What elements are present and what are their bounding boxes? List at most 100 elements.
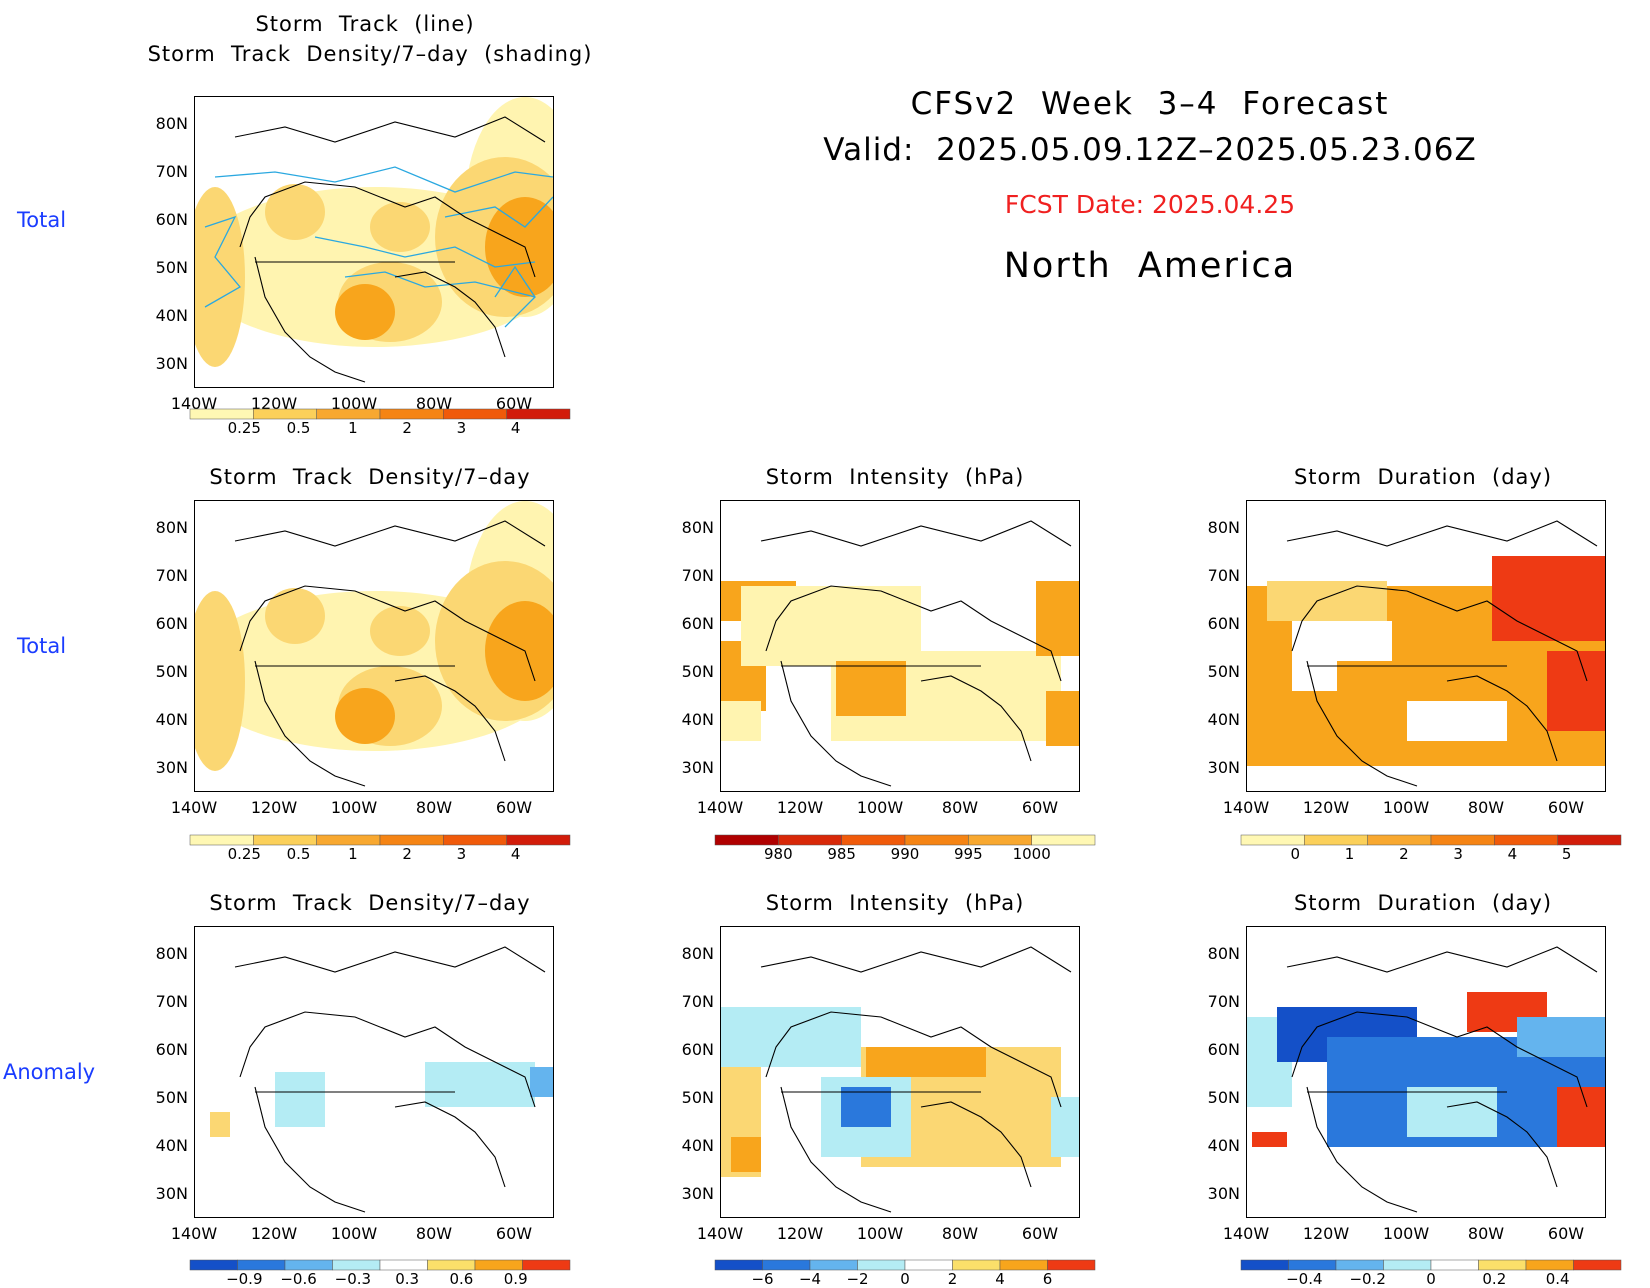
latitude-tick: 50N: [155, 662, 188, 681]
colorbar-segment: [762, 1259, 811, 1271]
longitude-tick: 120W: [250, 798, 298, 817]
latitude-tick: 30N: [1207, 758, 1240, 777]
storm-track-line: [214, 166, 553, 193]
latitude-tick: 30N: [155, 354, 188, 373]
longitude-tick: 60W: [1021, 1224, 1059, 1243]
colorbar-segment: [427, 1259, 476, 1271]
colorbar-label: 1: [1344, 845, 1355, 863]
colorbar-segment: [1430, 834, 1495, 846]
colorbar-label: 2: [947, 1270, 958, 1288]
latitude-tick: 50N: [155, 258, 188, 277]
intensity-plains: [836, 661, 906, 716]
coastline: [1446, 1101, 1558, 1188]
longitude-tick: 100W: [1382, 798, 1430, 817]
row-label-total-middle: Total: [17, 634, 67, 658]
coastline: [1291, 1011, 1588, 1108]
latitude-tick: 60N: [1207, 614, 1240, 633]
latitude-tick: 80N: [155, 114, 188, 133]
storm-track-line: [204, 215, 241, 308]
colorbar-label: 0: [1426, 1270, 1436, 1288]
colorbar-segment: [443, 408, 507, 420]
colorbar-label: −4: [798, 1270, 822, 1288]
colorbar-segment: [999, 1259, 1048, 1271]
colorbar-segment: [1430, 1259, 1479, 1271]
latitude-tick: 40N: [681, 1136, 714, 1155]
storm-track-line: [494, 265, 536, 328]
duration-anom-atlantic: [1557, 1087, 1605, 1147]
latitude-tick: 70N: [155, 992, 188, 1011]
coastline: [1286, 946, 1598, 973]
density-peak-labrador: [485, 197, 553, 297]
colorbar-label: 0.9: [503, 1270, 528, 1288]
colorbar-label: 2: [1399, 845, 1409, 863]
panel-1-title-line1: Storm Track (line): [255, 12, 475, 36]
longitude-tick: 120W: [1302, 798, 1350, 817]
colorbar-segment: [253, 408, 317, 420]
colorbar-segment: [968, 834, 1032, 846]
colorbar-label: 2: [402, 419, 412, 437]
density-anom-ontario: [425, 1062, 535, 1107]
coastline: [239, 585, 536, 682]
colorbar-label: 0.2: [1482, 1270, 1507, 1288]
longitude-tick: 140W: [696, 798, 744, 817]
colorbar-label: 3: [1453, 845, 1463, 863]
longitude-tick: 100W: [856, 798, 904, 817]
duration-anom-quebec: [1517, 1017, 1605, 1057]
colorbar-segment: [1031, 834, 1096, 846]
latitude-tick: 70N: [681, 566, 714, 585]
coastline: [254, 256, 366, 383]
colorbar-intensity-anomaly: [714, 1259, 1096, 1271]
colorbar-segment: [714, 1259, 763, 1271]
density-west-coast: [195, 187, 245, 367]
storm-track-line: [444, 196, 553, 228]
colorbar-segment: [1573, 1259, 1622, 1271]
colorbar-label: 0.3: [395, 1270, 420, 1288]
coastline: [394, 1101, 506, 1188]
latitude-tick: 40N: [1207, 710, 1240, 729]
latitude-tick: 80N: [681, 518, 714, 537]
longitude-tick: 60W: [1021, 798, 1059, 817]
panel-5-title: Storm Track Density/7–day: [209, 891, 531, 915]
latitude-tick: 30N: [681, 758, 714, 777]
coastline: [780, 660, 892, 787]
longitude-tick: 60W: [495, 798, 533, 817]
colorbar-density: [189, 834, 571, 846]
longitude-tick: 80W: [415, 394, 453, 413]
coastline: [1286, 520, 1598, 547]
panel-6-title: Storm Intensity (hPa): [765, 891, 1025, 915]
map-p6: [720, 926, 1080, 1218]
latitude-tick: 70N: [1207, 992, 1240, 1011]
colorbar-segment: [841, 834, 906, 846]
density-core-hudson: [370, 202, 430, 252]
latitude-tick: 60N: [155, 614, 188, 633]
colorbar-segment: [714, 834, 779, 846]
map-p1: [194, 96, 554, 388]
colorbar-label: 0.5: [286, 419, 311, 437]
colorbar-segment: [1240, 1259, 1289, 1271]
longitude-tick: 80W: [1467, 1224, 1505, 1243]
colorbar-label: −0.6: [280, 1270, 317, 1288]
longitude-tick: 120W: [250, 1224, 298, 1243]
colorbar-segment: [1557, 834, 1622, 846]
forecast-date: FCST Date: 2025.04.25: [1004, 190, 1296, 219]
latitude-tick: 60N: [1207, 1040, 1240, 1059]
longitude-tick: 120W: [776, 1224, 824, 1243]
colorbar-label: 0.25: [227, 419, 261, 437]
colorbar-label: 0: [1290, 845, 1301, 863]
colorbar-segment: [1047, 1259, 1096, 1271]
colorbar-segment: [1525, 1259, 1574, 1271]
map-p5: [194, 926, 554, 1218]
longitude-tick: 140W: [1222, 1224, 1270, 1243]
colorbar-segment: [189, 1259, 238, 1271]
longitude-tick: 60W: [495, 394, 533, 413]
colorbar-segment: [506, 834, 571, 846]
density-peak-labrador: [485, 601, 553, 701]
longitude-tick: 100W: [856, 1224, 904, 1243]
colorbar-label: −0.9: [226, 1270, 263, 1288]
density-peak-plains: [335, 688, 395, 744]
coastline: [239, 181, 536, 278]
coastline: [239, 1011, 536, 1108]
colorbar-segment: [237, 1259, 286, 1271]
colorbar-label: 980: [764, 845, 793, 863]
colorbar-duration: [1240, 834, 1622, 846]
